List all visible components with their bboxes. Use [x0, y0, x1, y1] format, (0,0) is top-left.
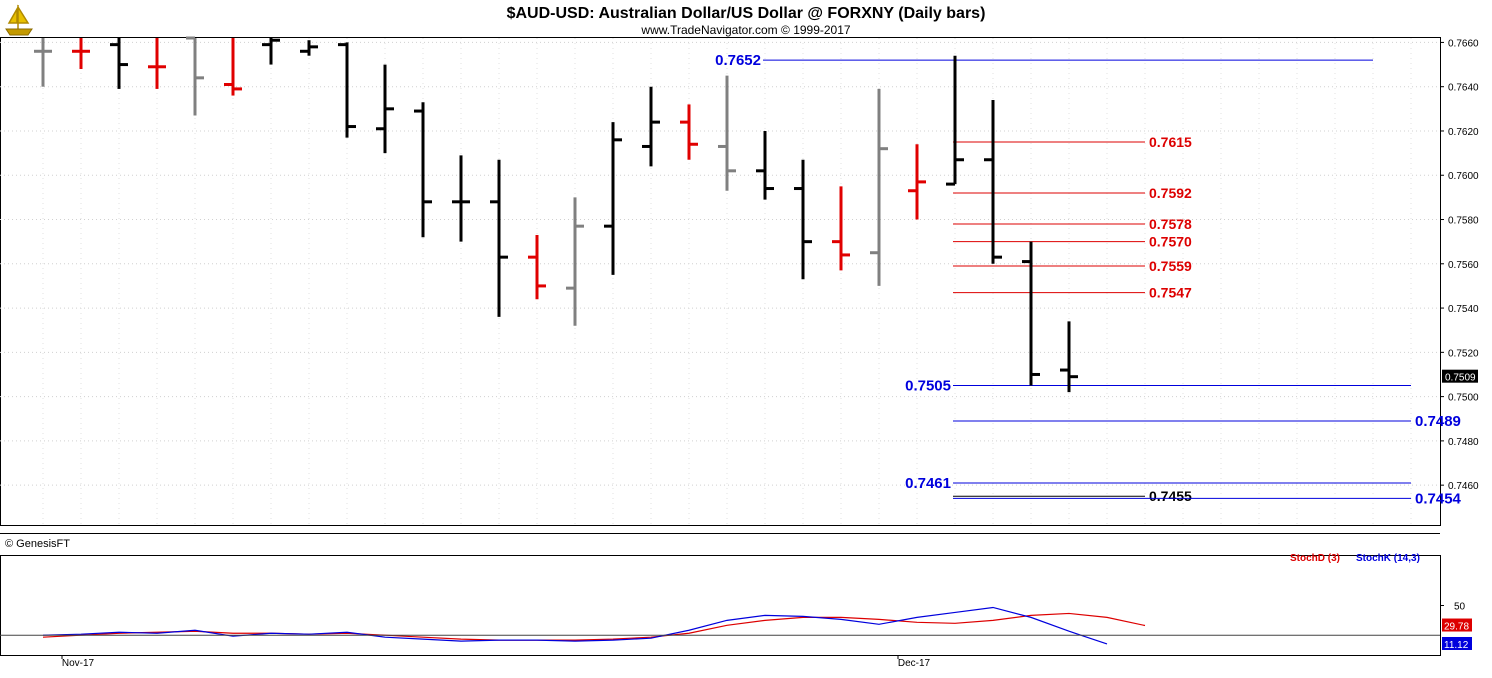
level-label: 0.7505	[905, 378, 951, 395]
stochastic-panel-frame	[0, 555, 1441, 656]
ohlc-bar	[376, 64, 394, 154]
level-label: 0.7652	[715, 52, 761, 69]
price-y-tick-label: 0.7660	[1448, 38, 1479, 49]
price-y-tick-label: 0.7580	[1448, 216, 1479, 227]
ohlc-bar	[490, 159, 508, 317]
level-label: 0.7454	[1415, 490, 1462, 507]
price-y-tick-label: 0.7600	[1448, 171, 1479, 182]
ohlc-bar	[718, 75, 736, 191]
chart-title: $AUD-USD: Australian Dollar/US Dollar @ …	[507, 5, 986, 22]
ohlc-bars	[34, 36, 1078, 393]
ohlc-bar	[794, 159, 812, 280]
level-label: 0.7578	[1149, 216, 1192, 232]
source-label: © GenesisFT	[5, 538, 70, 550]
ohlc-bar	[262, 38, 280, 65]
current-price-label: 0.7509	[1445, 373, 1476, 384]
ohlc-bar	[110, 38, 128, 89]
stoch-last-value-label: 29.78	[1444, 622, 1469, 633]
level-label: 0.7461	[905, 475, 951, 492]
ohlc-bar	[338, 42, 356, 138]
price-gridlines	[0, 38, 1440, 525]
price-panel-frame	[0, 37, 1441, 526]
ohlc-bar	[72, 38, 90, 69]
ohlc-bar	[604, 122, 622, 275]
support-resistance-levels: 0.7652 0.7615 0.7592 0.7578 0.7570 0.7559 0.75…	[715, 52, 1461, 507]
ohlc-bar	[566, 197, 584, 326]
level-label: 0.7592	[1149, 185, 1192, 201]
price-y-tick-label: 0.7520	[1448, 348, 1479, 359]
level-label: 0.7559	[1149, 258, 1192, 274]
ohlc-bar	[680, 104, 698, 160]
level-label: 0.7547	[1149, 285, 1192, 301]
price-y-tick-label: 0.7480	[1448, 437, 1479, 448]
ohlc-bar	[224, 38, 242, 96]
ohlc-bar	[908, 144, 926, 220]
ohlc-bar	[984, 99, 1002, 264]
chart-subtitle: www.TradeNavigator.com © 1999-2017	[640, 23, 850, 37]
stochastic-legend: StochD (3) StochK (14,3)	[1290, 553, 1420, 564]
price-y-tick-label: 0.7620	[1448, 127, 1479, 138]
price-y-axis: 0.7660 0.7640 0.7620 0.7600 0.7580 0.7560 0.75…	[1440, 38, 1479, 492]
stochastic-y-axis: 50	[0, 602, 1466, 636]
date-x-axis: Nov-17 Dec-17	[61, 655, 931, 669]
ohlc-bar	[148, 38, 166, 89]
ohlc-bar	[756, 130, 774, 200]
chart-header: $AUD-USD: Australian Dollar/US Dollar @ …	[5, 4, 986, 37]
ohlc-bar	[300, 40, 318, 56]
stoch-series-line	[42, 606, 1108, 645]
ohlc-bar	[832, 186, 850, 271]
price-y-tick-label: 0.7540	[1448, 304, 1479, 315]
stoch-legend-entry: StochK (14,3)	[1356, 553, 1420, 564]
stoch-series-line	[42, 612, 1146, 641]
current-price-marker: 0.7509	[1442, 369, 1478, 384]
price-y-tick-label: 0.7500	[1448, 393, 1479, 404]
stoch-legend-entry: StochD (3)	[1290, 553, 1340, 564]
ohlc-bar	[946, 55, 964, 186]
x-tick-label: Nov-17	[62, 658, 95, 669]
stoch-last-value-box	[1442, 636, 1472, 650]
stochastic-lines: 29.78 11.12	[42, 606, 1472, 651]
level-label: 0.7455	[1149, 488, 1192, 504]
current-price-box	[1442, 369, 1478, 383]
ohlc-bar	[34, 38, 52, 87]
price-y-tick-label: 0.7460	[1448, 481, 1479, 492]
price-y-tick-label: 0.7560	[1448, 260, 1479, 271]
ohlc-bar	[1022, 241, 1040, 386]
ohlc-bar	[186, 36, 204, 116]
stoch-last-value-box	[1442, 618, 1472, 632]
price-y-tick-label: 0.7640	[1448, 83, 1479, 94]
ohlc-bar	[528, 235, 546, 300]
level-label: 0.7489	[1415, 413, 1461, 430]
ohlc-bar	[642, 86, 660, 167]
level-label: 0.7615	[1149, 134, 1192, 150]
x-tick-label: Dec-17	[898, 658, 931, 669]
level-label: 0.7570	[1149, 234, 1192, 250]
ohlc-bar	[414, 102, 432, 238]
stoch-last-value-label: 11.12	[1444, 640, 1469, 651]
sailboat-icon	[5, 4, 33, 36]
ohlc-bar	[1060, 321, 1078, 393]
stoch-y-tick-label: 50	[1454, 602, 1466, 613]
ohlc-bar	[452, 155, 470, 242]
ohlc-bar	[870, 88, 888, 286]
chart-frames	[0, 37, 1441, 656]
